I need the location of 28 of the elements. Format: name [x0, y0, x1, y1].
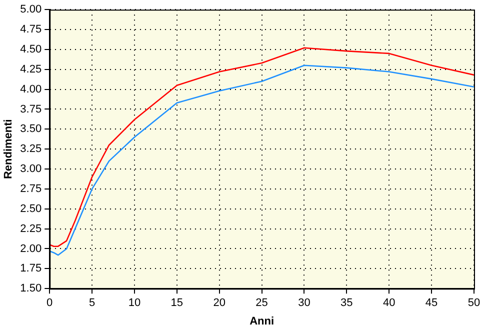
y-tick-label: 1.50 — [20, 282, 42, 295]
y-tick-label: 4.00 — [20, 83, 42, 96]
x-tick-label: 35 — [340, 297, 353, 310]
y-tick-label: 3.25 — [20, 143, 42, 156]
y-tick-label: 2.25 — [20, 222, 42, 235]
y-tick-label: 1.75 — [20, 262, 42, 275]
x-tick-label: 20 — [213, 297, 226, 310]
x-tick-label: 15 — [170, 297, 184, 310]
y-axis-title: Rendimenti — [2, 119, 15, 180]
x-tick-label: 25 — [256, 297, 268, 310]
y-tick-label: 5.00 — [20, 4, 42, 16]
y-tick-label: 4.50 — [20, 43, 42, 56]
y-tick-label: 3.00 — [20, 163, 42, 176]
x-tick-label: 0 — [46, 297, 53, 310]
y-tick-label: 3.75 — [20, 103, 42, 116]
x-tick-label: 5 — [88, 297, 96, 310]
y-tick-label: 3.50 — [20, 123, 42, 136]
y-tick-label: 2.00 — [20, 242, 42, 255]
y-tick-label: 2.50 — [20, 202, 42, 215]
y-tick-label: 4.25 — [20, 63, 42, 76]
x-axis-title: Anni — [250, 315, 274, 328]
x-tick-label: 40 — [382, 297, 396, 310]
y-tick-label: 2.75 — [20, 182, 42, 195]
x-tick-label: 50 — [468, 297, 480, 310]
x-tick-label: 10 — [128, 297, 141, 310]
x-tick-label: 45 — [425, 297, 438, 310]
x-tick-label: 30 — [298, 297, 310, 310]
y-tick-label: 4.75 — [20, 24, 42, 36]
